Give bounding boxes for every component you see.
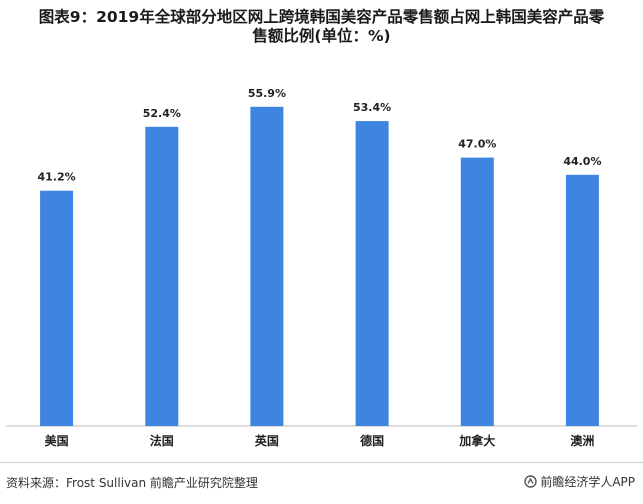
x-tick-label-4: 加拿大	[458, 433, 495, 448]
data-label-1: 52.4%	[143, 107, 181, 120]
bar-0	[40, 190, 74, 426]
x-tick-label-1: 法国	[150, 433, 174, 448]
data-label-3: 53.4%	[353, 101, 391, 114]
bar-4	[460, 157, 494, 426]
data-label-5: 44.0%	[563, 155, 601, 168]
brand-name: 前瞻经济学人APP	[540, 475, 635, 489]
chart-title-line-2: 售额比例(单位：%)	[252, 27, 391, 45]
bar-1	[145, 126, 179, 427]
bar-3	[355, 121, 389, 426]
bar-5	[565, 174, 599, 426]
x-tick-label-3: 德国	[360, 433, 384, 448]
chart-title-line-1: 图表9：2019年全球部分地区网上跨境韩国美容产品零售额占网上韩国美容产品零	[38, 8, 605, 26]
footer-brand: 前瞻经济学人APP	[524, 473, 635, 490]
x-tick-label-5: 澳洲	[570, 433, 594, 448]
x-tick-label-2: 英国	[255, 433, 279, 448]
data-label-4: 47.0%	[458, 138, 496, 151]
footer-source: 资料来源：Frost Sullivan 前瞻产业研究院整理	[6, 476, 258, 490]
x-tick-label-0: 美国	[45, 433, 69, 448]
data-label-2: 55.9%	[248, 87, 286, 100]
bar-2	[250, 106, 284, 427]
chart-title: 图表9：2019年全球部分地区网上跨境韩国美容产品零售额占网上韩国美容产品零 售…	[0, 8, 643, 46]
data-label-0: 41.2%	[38, 171, 76, 184]
brand-logo-icon	[524, 475, 538, 488]
footer-divider	[0, 462, 643, 463]
